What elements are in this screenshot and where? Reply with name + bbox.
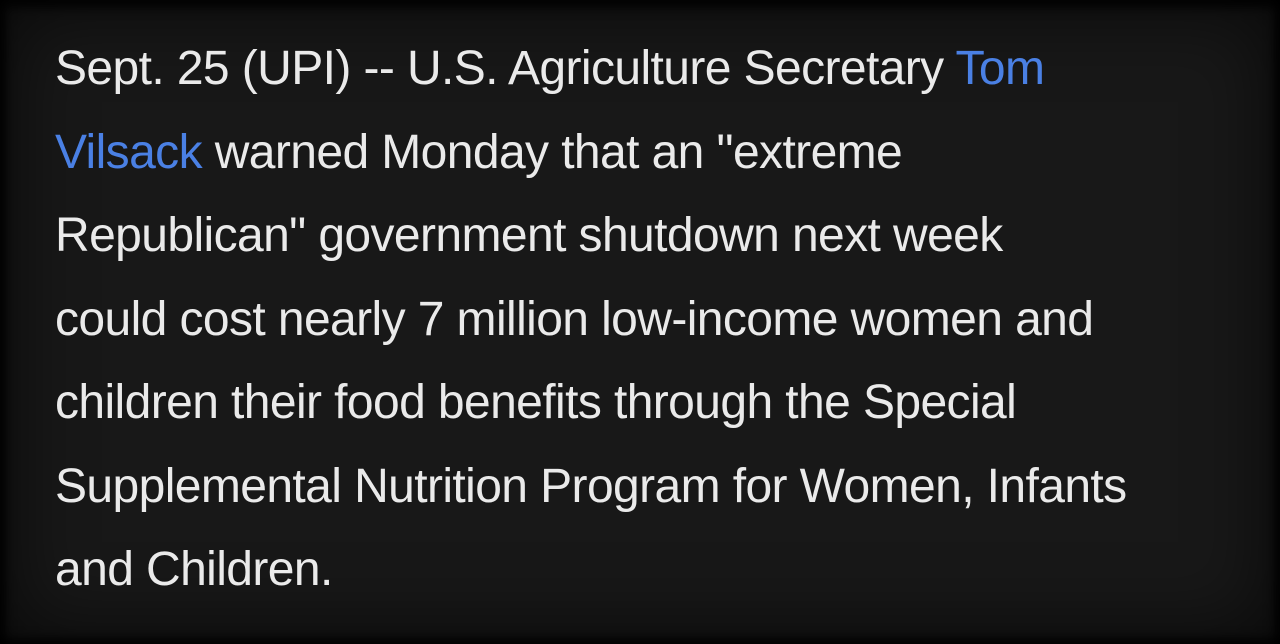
news-paragraph: Sept. 25 (UPI) -- U.S. Agriculture Secre…: [55, 27, 1250, 612]
text-segment: Supplemental Nutrition Program for Women…: [55, 459, 1127, 513]
tom-vilsack-link[interactable]: Tom: [955, 42, 1045, 95]
text-line-3: Republican" government shutdown next wee…: [55, 194, 1250, 278]
text-line-4: could cost nearly 7 million low-income w…: [55, 278, 1250, 362]
text-segment: warned Monday that an "extreme: [201, 125, 903, 179]
text-segment: children their food benefits through the…: [55, 376, 1017, 429]
tom-vilsack-link[interactable]: Vilsack: [55, 125, 203, 179]
text-line-1: Sept. 25 (UPI) -- U.S. Agriculture Secre…: [55, 27, 1250, 111]
text-segment: Republican" government shutdown next wee…: [55, 209, 1003, 262]
text-line-2: Vilsack warned Monday that an "extreme: [55, 111, 1250, 195]
text-segment: Sept. 25 (UPI) -- U.S. Agriculture Secre…: [55, 42, 956, 95]
text-line-5: children their food benefits through the…: [55, 361, 1250, 445]
text-line-7: and Children.: [55, 528, 1250, 612]
text-line-6: Supplemental Nutrition Program for Women…: [55, 445, 1250, 529]
text-segment: and Children.: [55, 543, 333, 596]
text-segment: could cost nearly 7 million low-income w…: [55, 292, 1094, 346]
